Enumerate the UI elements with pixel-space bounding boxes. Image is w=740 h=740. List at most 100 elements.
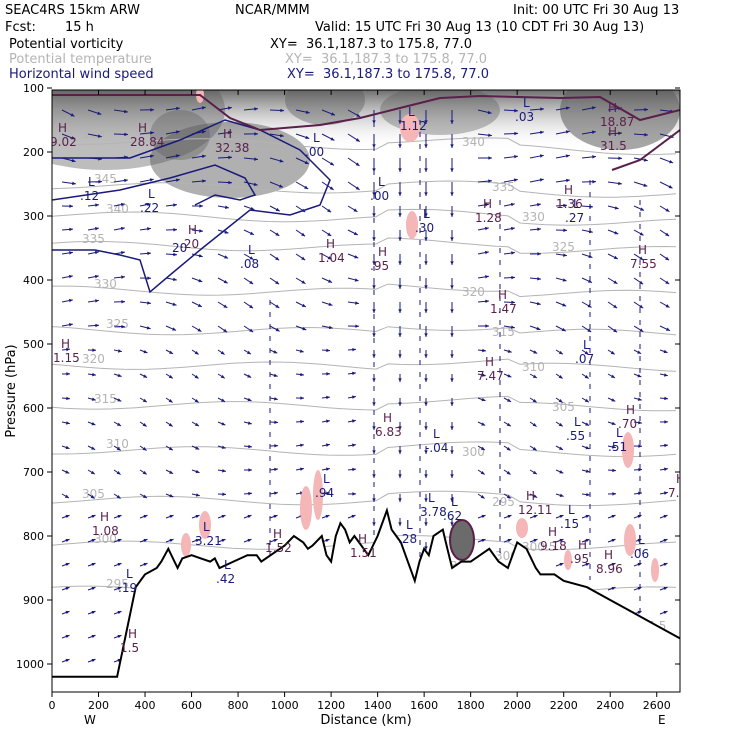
pv-extremum-type: L [224,558,231,572]
theta-contour [52,326,677,336]
x-tick-label: 600 [181,699,202,712]
wind-arrowhead [566,178,570,183]
wind-arrowhead [480,495,485,499]
wind-arrowhead [618,131,622,135]
x-tick-label: 2000 [503,699,531,712]
wind-arrowhead [197,328,202,332]
wind-arrowhead [121,275,125,279]
wind-arrowhead [614,206,619,210]
fcst-value: 15 h [65,20,94,35]
pv-patch [300,486,312,530]
pv-extremum-value: .03 [515,110,534,124]
wind-arrowhead [424,546,428,550]
wind-arrowhead [398,192,402,196]
wind-arrowhead [532,423,537,427]
wind-arrowhead [169,350,174,354]
wind-arrowhead [514,131,518,136]
wind-arrowhead [511,251,515,255]
wind-arrowhead [69,323,73,327]
wind-arrowhead [532,446,537,451]
wind-arrowhead [331,112,336,116]
wind-arrowhead [351,395,356,399]
wind-arrowhead [480,470,485,475]
wind-arrowhead [172,302,177,306]
pv-extremum-type: H [608,125,617,139]
theta-label: 340 [462,135,485,149]
wind-arrowhead [643,158,648,162]
pv-extremum-value: 8.96 [596,562,623,576]
pv-extremum-type: L [203,520,210,534]
valid-time: Valid: 15 UTC Fri 30 Aug 13 (10 CDT Fri … [315,20,645,35]
wind-arrowhead [299,349,304,353]
wind-arrowhead [506,422,511,427]
wind-arrowhead [147,276,151,280]
pv-extremum-value: 9.18 [540,539,567,553]
wind-arrowhead [352,443,356,447]
wind-arrowhead [66,347,70,352]
wind-arrowhead [450,474,454,478]
wind-arrowhead [228,130,232,135]
wind-arrowhead [328,325,333,330]
wind-arrowhead [372,474,376,478]
wind-arrowhead [169,494,174,498]
wind-arrowhead [558,350,563,355]
wind-arrowhead [638,467,642,472]
wind-arrowhead [563,253,567,257]
pv-patch [622,432,634,468]
pv-extremum-type: H [58,121,67,135]
wind-arrowhead [143,349,148,354]
pv-extremum-type: L [126,567,133,581]
wind-arrowhead [562,303,567,307]
wind-arrowhead [65,658,70,663]
wind-arrowhead [195,446,200,450]
wind-arrowhead [71,158,76,163]
wind-arrowhead [665,232,670,237]
wind-arrowhead [639,232,644,236]
wind-arrowhead [201,106,206,110]
wind-arrowhead [249,256,254,260]
wind-arrowhead [356,113,361,117]
wind-arrowhead [450,261,454,265]
wind-arrowhead [302,326,307,331]
wind-arrowhead [506,447,511,451]
wind-arrowhead [65,538,70,543]
wind-arrowhead [424,450,428,454]
wind-arrowhead [248,491,252,496]
wind-arrowhead [150,108,154,112]
wind-arrowhead [353,208,358,212]
wind-arrowhead [355,301,359,305]
wind-arrowhead [254,157,258,161]
pv-extremum-type: H [604,548,613,562]
pv-patch [313,470,323,520]
wind-arrowhead [199,204,203,208]
theta-label: 335 [82,232,105,246]
wind-arrowhead [372,309,376,313]
wind-arrowhead [273,373,278,377]
pv-extremum-value: .55 [566,429,585,443]
wind-arrowhead [300,372,304,377]
theta-label: 325 [106,317,129,331]
theta-label: 305 [552,400,575,414]
wind-arrowhead [638,444,642,448]
wind-arrowhead [65,445,70,450]
wind-arrowhead [120,202,125,207]
wind-arrowhead [665,327,670,331]
wind-arrowhead [611,562,616,567]
wind-arrowhead [95,323,99,328]
wind-arrowhead [98,179,102,184]
wind-arrowhead [450,378,454,382]
wind-arrowhead [173,252,177,257]
wind-arrowhead [424,120,428,124]
wind-arrowhead [117,562,122,567]
wind-arrowhead [176,106,180,111]
wind-arrowhead [68,274,73,279]
wind-arrowhead [352,347,356,352]
wind-arrowhead [643,183,648,187]
wind-arrowhead [585,562,590,567]
pv-patch [199,511,211,539]
wind-arrowhead [450,120,454,124]
wind-arrowhead [511,300,515,305]
wind-arrowhead [90,495,95,499]
wind-arrowhead [250,206,255,211]
wind-arrowhead [278,184,283,188]
